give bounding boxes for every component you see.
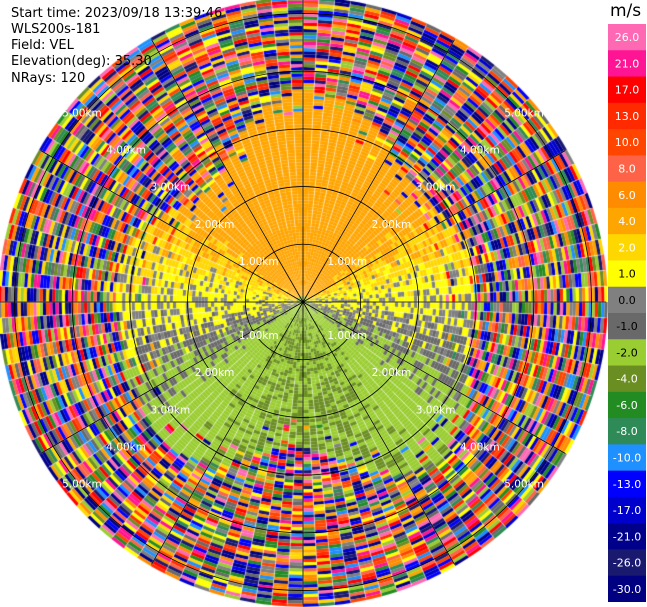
range-ring-label: 2.00km (372, 219, 412, 231)
colorbar-tick-label: 26.0 (615, 31, 640, 44)
colorbar-segment (608, 207, 646, 235)
colorbar-segment (608, 102, 646, 130)
colorbar-units: m/s (610, 1, 642, 21)
azimuth-spoke-120 (302, 301, 566, 454)
colorbar-tick-label: 0.0 (618, 294, 636, 307)
range-ring-label: 3.00km (416, 182, 456, 194)
colorbar-segment (608, 496, 646, 524)
azimuth-spoke-240 (40, 301, 304, 454)
colorbar-segment (608, 575, 646, 602)
start-time-value: 2023/09/18 13:39:46 (84, 6, 223, 21)
colorbar-tick-label: 21.0 (615, 57, 640, 70)
colorbar-tick-label: -1.0 (616, 320, 637, 333)
colorbar-segment (608, 181, 646, 209)
colorbar-tick-label: -10.0 (613, 452, 641, 465)
colorbar: 26.0 21.0 17.0 13.0 10.0 8.0 6.0 4.0 2.0 1.0 0.0 -1… (608, 24, 646, 602)
colorbar-segment (608, 155, 646, 183)
colorbar-segment (608, 444, 646, 472)
field-line: Field: VEL (11, 39, 74, 52)
colorbar-segment (608, 76, 646, 104)
colorbar-segment (608, 549, 646, 577)
azimuth-spoke-210 (151, 301, 304, 565)
colorbar-tick-label: 10.0 (615, 136, 640, 149)
colorbar-tick-label: -13.0 (613, 478, 641, 491)
colorbar-tick-label: 4.0 (618, 215, 636, 228)
colorbar-tick-label: -6.0 (616, 399, 637, 412)
colorbar-segment (608, 234, 646, 261)
azimuth-spoke-300 (40, 150, 304, 303)
colorbar-tick-label: -17.0 (613, 504, 641, 517)
start-time-line: Start time: 2023/09/18 13:39:46 (11, 7, 222, 20)
colorbar-tick-label: -26.0 (613, 557, 641, 570)
colorbar-segment (608, 129, 646, 156)
colorbar-segment (608, 50, 646, 78)
range-ring-overlay: 1.00km 2.00km 3.00km 4.00km 5.00km 1.00km 2.00… (0, 0, 606, 605)
colorbar-segment (608, 365, 646, 393)
colorbar-tick-label: 1.0 (618, 268, 636, 281)
colorbar-tick-label: -4.0 (616, 373, 637, 386)
colorbar-tick-label: -30.0 (613, 583, 641, 596)
range-ring-label: 4.00km (460, 441, 500, 453)
colorbar-tick-label: -2.0 (616, 346, 637, 359)
nrays-value: 120 (60, 71, 86, 86)
nrays-label: NRays: (11, 71, 57, 86)
colorbar-tick-label: 2.0 (618, 241, 636, 254)
range-ring-label: 3.00km (151, 182, 191, 194)
range-ring-label: 5.00km (62, 108, 102, 120)
colorbar-segment (608, 286, 646, 314)
colorbar-segment (608, 418, 646, 445)
range-ring-label: 5.00km (62, 478, 102, 490)
colorbar-segment (608, 339, 646, 367)
colorbar-segment (608, 391, 646, 419)
colorbar-tick-label: 6.0 (618, 189, 636, 202)
elevation-label: Elevation(deg): (11, 54, 111, 69)
range-ring-label: 1.00km (327, 330, 367, 342)
field-value: VEL (49, 38, 74, 53)
instrument-name: WLS200s-181 (11, 22, 101, 37)
colorbar-segment (608, 24, 646, 51)
elevation-value: 35.30 (114, 54, 152, 69)
colorbar-tick-label: -8.0 (616, 425, 637, 438)
nrays-line: NRays: 120 (11, 72, 85, 85)
range-ring-label: 2.00km (195, 367, 235, 379)
range-ring-label: 5.00km (504, 108, 544, 120)
range-ring-label: 2.00km (195, 219, 235, 231)
azimuth-spoke-60 (302, 150, 566, 303)
colorbar-segment (608, 470, 646, 498)
colorbar-tick-label: -21.0 (613, 530, 641, 543)
range-ring-label: 5.00km (504, 478, 544, 490)
colorbar-segment (608, 313, 646, 340)
azimuth-spoke-330 (151, 39, 304, 303)
elevation-line: Elevation(deg): 35.30 (11, 55, 152, 68)
colorbar-segment (608, 260, 646, 288)
range-ring-label: 1.00km (239, 330, 279, 342)
start-time-label: Start time: (11, 6, 81, 21)
range-ring-label: 2.00km (372, 367, 412, 379)
colorbar-tick-label: 8.0 (618, 163, 636, 176)
colorbar-tick-label: 17.0 (615, 84, 640, 97)
colorbar-tick-label: 13.0 (615, 110, 640, 123)
range-ring-label: 1.00km (239, 256, 279, 268)
range-ring-label: 3.00km (416, 404, 456, 416)
azimuth-spoke-30 (302, 39, 455, 303)
colorbar-segment (608, 523, 646, 550)
azimuth-spoke-150 (302, 301, 455, 565)
range-ring-label: 4.00km (460, 145, 500, 157)
field-label: Field: (11, 38, 46, 53)
range-ring-label: 4.00km (106, 145, 146, 157)
range-ring-label: 3.00km (151, 404, 191, 416)
range-ring-label: 4.00km (106, 441, 146, 453)
range-ring-label: 1.00km (327, 256, 367, 268)
